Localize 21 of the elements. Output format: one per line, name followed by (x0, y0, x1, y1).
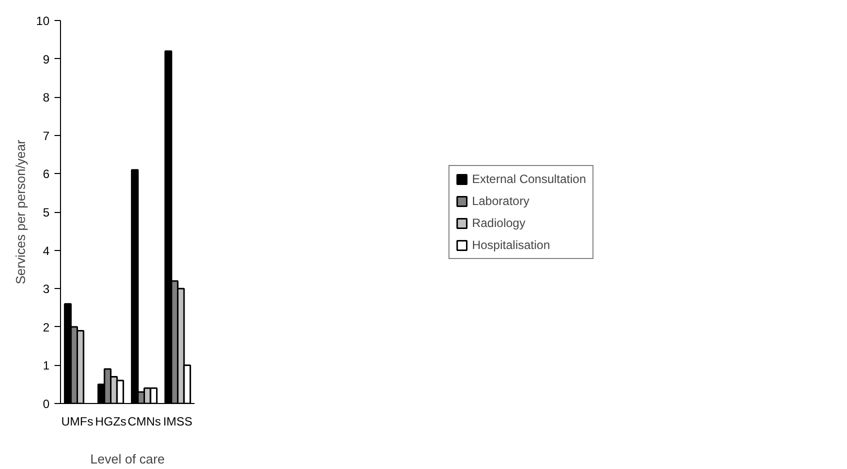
x-axis-title: Level of care (90, 452, 165, 466)
y-tick-label: 8 (42, 90, 50, 105)
y-axis-title: Services per person/year (13, 139, 28, 284)
y-tick-label: 6 (42, 167, 50, 182)
x-tick-label: HGZs (95, 414, 126, 428)
legend-label: Hospitalisation (472, 238, 550, 252)
y-tick-label: 0 (42, 397, 50, 411)
y-tick-label: 3 (42, 282, 50, 296)
y-tick-label: 7 (42, 128, 50, 143)
y-tick-label: 9 (42, 52, 50, 66)
legend-label: Laboratory (472, 194, 530, 208)
x-tick-label: IMSS (163, 414, 192, 428)
y-tick-label: 1 (42, 358, 50, 373)
y-tick-label: 4 (42, 244, 50, 258)
legend-label: External Consultation (472, 172, 586, 186)
y-tick-label: 10 (36, 14, 50, 28)
y-tick-label: 2 (42, 320, 50, 334)
y-tick-label: 5 (42, 206, 50, 220)
x-tick-label: CMNs (128, 414, 161, 428)
legend-label: Radiology (472, 216, 526, 230)
x-tick-label: UMFs (61, 414, 94, 428)
